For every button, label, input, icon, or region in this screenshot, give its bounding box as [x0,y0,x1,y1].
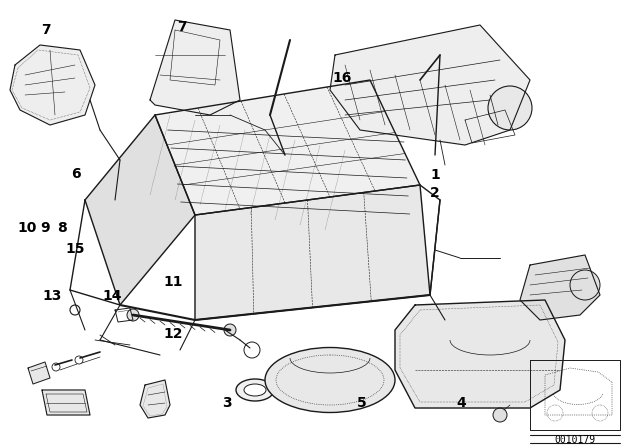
Text: 10: 10 [18,221,37,236]
Text: 0010179: 0010179 [554,435,596,445]
Polygon shape [195,185,430,320]
Text: 3: 3 [222,396,232,410]
Text: 7: 7 [177,20,188,34]
Text: 7: 7 [41,23,51,38]
Ellipse shape [244,384,266,396]
Polygon shape [330,25,530,145]
Circle shape [570,270,600,300]
Circle shape [493,408,507,422]
Text: 5: 5 [356,396,367,410]
Text: 4: 4 [456,396,466,410]
Text: 13: 13 [43,289,62,303]
Polygon shape [150,20,240,115]
Polygon shape [395,300,565,408]
Text: 9: 9 [40,221,50,236]
Text: 1: 1 [430,168,440,182]
Ellipse shape [236,379,274,401]
Polygon shape [155,80,420,215]
Text: 16: 16 [333,71,352,86]
Text: 8: 8 [57,221,67,236]
Circle shape [127,309,139,321]
Polygon shape [520,255,600,320]
Ellipse shape [265,348,395,413]
Polygon shape [42,390,90,415]
Circle shape [488,86,532,130]
Text: 15: 15 [66,241,85,256]
Circle shape [224,324,236,336]
Polygon shape [140,380,170,418]
Text: 2: 2 [430,185,440,200]
Text: 11: 11 [163,275,182,289]
Polygon shape [28,362,50,384]
Text: 6: 6 [70,167,81,181]
Text: 14: 14 [102,289,122,303]
Text: 12: 12 [163,327,182,341]
Polygon shape [85,115,195,305]
Polygon shape [10,45,95,125]
